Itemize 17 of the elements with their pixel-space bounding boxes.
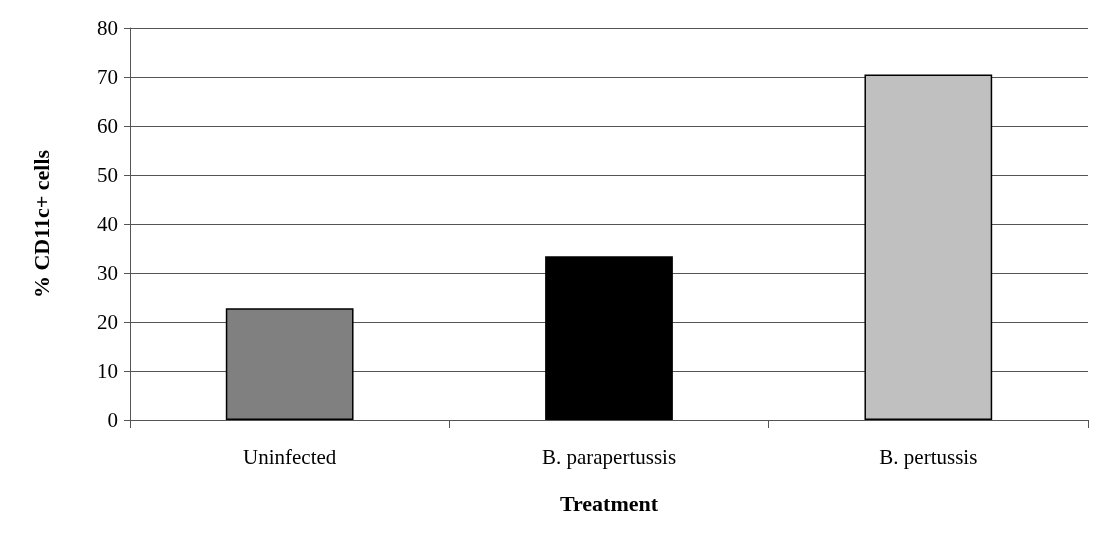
- y-axis-title: % CD11c+ cells: [28, 149, 54, 299]
- x-tick-label: Uninfected: [243, 444, 337, 469]
- y-tick-label: 70: [97, 65, 118, 89]
- y-tick-label: 10: [97, 359, 118, 383]
- x-axis-title: Treatment: [559, 490, 659, 516]
- y-tick-label: 30: [97, 261, 118, 285]
- y-tick-label: 80: [97, 16, 118, 40]
- y-tick-label: 20: [97, 310, 118, 334]
- bar: [545, 256, 673, 420]
- x-tick-label: B. parapertussis: [541, 444, 677, 469]
- y-tick-label: 50: [97, 163, 118, 187]
- y-tick-label: 60: [97, 114, 118, 138]
- bar: [864, 74, 993, 420]
- x-tick-label: B. pertussis: [879, 444, 978, 469]
- y-tick-label: 40: [97, 212, 118, 236]
- bar: [225, 308, 354, 420]
- y-tick-label: 0: [107, 408, 118, 432]
